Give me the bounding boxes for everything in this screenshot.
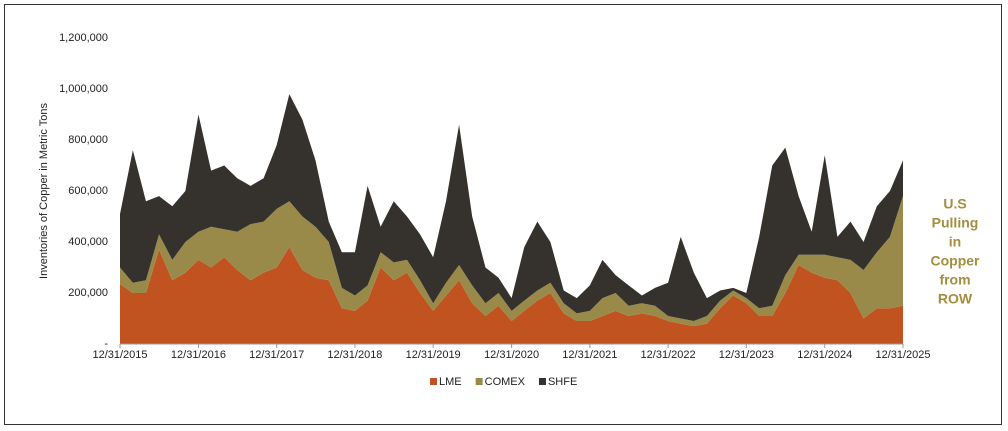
- y-tick-label: 400,000: [68, 236, 108, 248]
- x-tick-label: 12/31/2017: [249, 349, 304, 361]
- x-tick-label: 12/31/2015: [92, 349, 147, 361]
- annotation: U.S: [943, 196, 966, 212]
- area: [120, 247, 903, 344]
- x-tick-label: 12/31/2020: [484, 349, 539, 361]
- x-tick-label: 12/31/2016: [171, 349, 226, 361]
- legend-label: COMEX: [485, 376, 526, 388]
- area: [120, 94, 903, 322]
- legend-label: LME: [439, 376, 462, 388]
- legend-swatch: [538, 378, 546, 385]
- annotation: from: [939, 272, 970, 288]
- y-tick-label: 1,000,000: [59, 83, 108, 95]
- annotation: ROW: [938, 291, 973, 307]
- x-tick-label: 12/31/2019: [406, 349, 461, 361]
- area: [120, 196, 903, 327]
- y-tick-label: -: [104, 338, 108, 350]
- frame: [4, 4, 1002, 425]
- annotation: in: [949, 234, 961, 250]
- x-tick-label: 12/31/2021: [562, 349, 617, 361]
- y-tick-label: 1,200,000: [59, 32, 108, 44]
- legend-label: SHFE: [548, 376, 577, 388]
- y-tick-label: 600,000: [68, 185, 108, 197]
- y-tick-label: 800,000: [68, 134, 108, 146]
- y-axis-label: Inventories of Copper in Metric Tons: [38, 103, 50, 279]
- annotation: Pulling: [932, 215, 979, 231]
- y-tick-label: 200,000: [68, 287, 108, 299]
- x-tick-label: 12/31/2018: [327, 349, 382, 361]
- annotation: Copper: [931, 253, 981, 269]
- x-tick-label: 12/31/2025: [875, 349, 930, 361]
- legend-swatch: [475, 378, 483, 385]
- x-tick-label: 12/31/2022: [641, 349, 696, 361]
- legend: LME COMEX SHFE: [430, 376, 577, 388]
- x-tick-label: 12/31/2023: [719, 349, 774, 361]
- x-tick-label: 12/31/2024: [797, 349, 852, 361]
- legend-swatch: [430, 378, 437, 385]
